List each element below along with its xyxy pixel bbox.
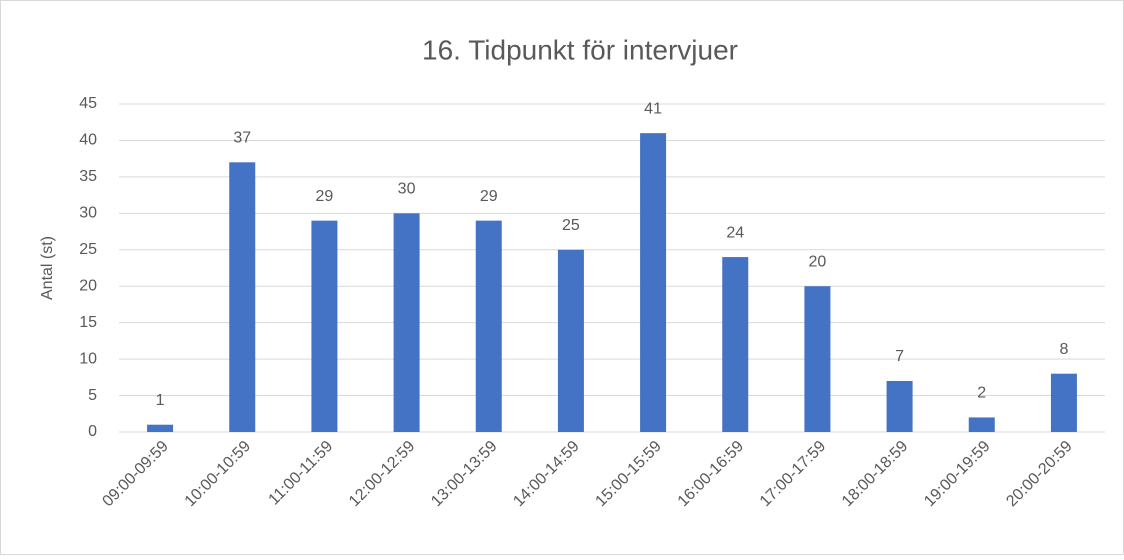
y-tick-label: 30 xyxy=(79,205,97,222)
chart-title: 16. Tidpunkt för intervjuer xyxy=(422,34,738,65)
data-label: 8 xyxy=(1059,341,1068,358)
y-tick-label: 25 xyxy=(79,241,97,258)
data-label: 29 xyxy=(480,188,498,205)
data-label: 25 xyxy=(562,217,580,234)
bar xyxy=(393,213,420,432)
bar xyxy=(475,220,502,432)
y-tick-label: 0 xyxy=(88,423,97,440)
bar xyxy=(229,162,256,433)
bar xyxy=(311,220,338,432)
data-label: 30 xyxy=(398,181,416,198)
data-label: 29 xyxy=(316,188,334,205)
y-tick-label: 10 xyxy=(79,350,97,367)
bar xyxy=(1050,373,1077,432)
y-tick-label: 5 xyxy=(88,387,97,404)
bar xyxy=(640,133,667,432)
bar xyxy=(722,257,749,432)
y-axis-label: Antal (st) xyxy=(39,236,56,300)
data-label: 7 xyxy=(895,348,904,365)
y-tick-label: 35 xyxy=(79,168,97,185)
bar xyxy=(557,249,584,432)
bar xyxy=(147,424,174,432)
y-tick-label: 15 xyxy=(79,314,97,331)
y-tick-label: 45 xyxy=(79,95,97,112)
data-label: 24 xyxy=(726,224,744,241)
y-tick-label: 20 xyxy=(79,277,97,294)
data-label: 20 xyxy=(809,253,827,270)
bar xyxy=(804,286,831,432)
data-label: 41 xyxy=(644,100,662,117)
data-label: 2 xyxy=(977,385,986,402)
bar xyxy=(968,417,995,432)
data-label: 1 xyxy=(156,392,165,409)
bar xyxy=(886,380,913,432)
y-tick-label: 40 xyxy=(79,132,97,149)
data-label: 37 xyxy=(233,130,251,147)
